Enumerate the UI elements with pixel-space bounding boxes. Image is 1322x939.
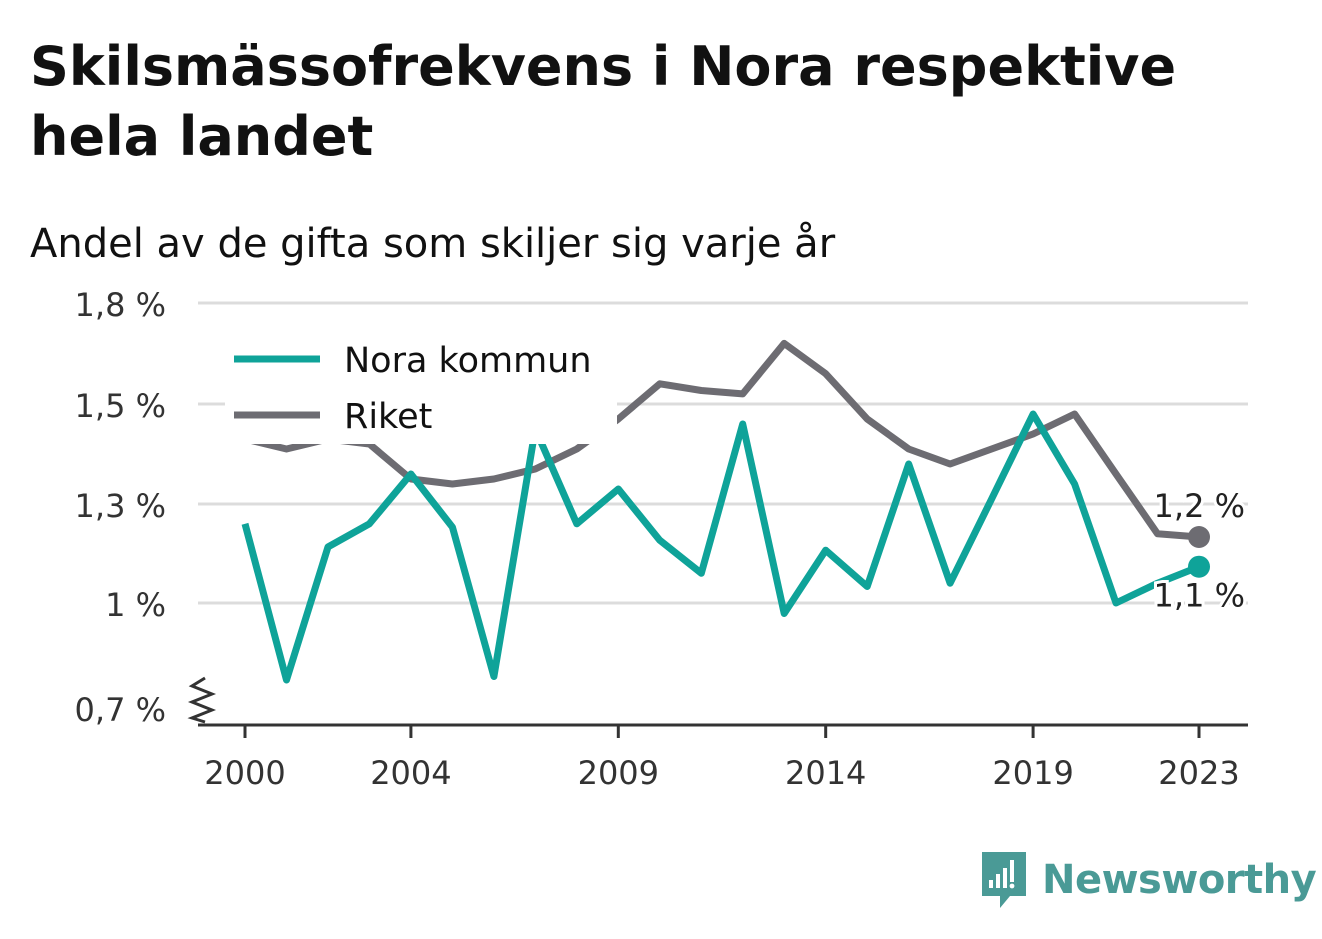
y-tick-label: 1,5 % (75, 387, 166, 425)
x-tick-label: 2004 (370, 754, 451, 792)
axis-break-icon (187, 676, 217, 724)
y-tick-label: 1,8 % (75, 286, 166, 324)
chart-title: Skilsmässofrekvens i Nora respektive hel… (30, 35, 1177, 168)
end-value-label: 1,1 % (1154, 577, 1245, 615)
legend-label: Riket (344, 397, 432, 437)
end-value-label: 1,2 % (1154, 487, 1245, 525)
bar-chart-speech-bubble-icon (982, 852, 1026, 908)
y-tick-label: 1 % (105, 586, 166, 624)
brand-name: Newsworthy (1042, 857, 1317, 903)
x-tick-label: 2000 (204, 754, 285, 792)
series-end-point (1188, 555, 1210, 578)
series-line (241, 410, 1201, 684)
x-tick-label: 2014 (785, 754, 866, 792)
x-tick-label: 2019 (992, 754, 1073, 792)
series-end-point (1188, 526, 1210, 548)
chart-subtitle: Andel av de gifta som skiljer sig varje … (30, 221, 836, 267)
legend-label: Nora kommun (344, 341, 592, 381)
x-tick-label: 2023 (1158, 754, 1239, 792)
x-tick-label: 2009 (578, 754, 659, 792)
y-tick-label: 0,7 % (75, 691, 166, 729)
legend-background (225, 332, 617, 444)
y-tick-label: 1,3 % (75, 487, 166, 525)
brand: Newsworthy (980, 848, 1317, 912)
